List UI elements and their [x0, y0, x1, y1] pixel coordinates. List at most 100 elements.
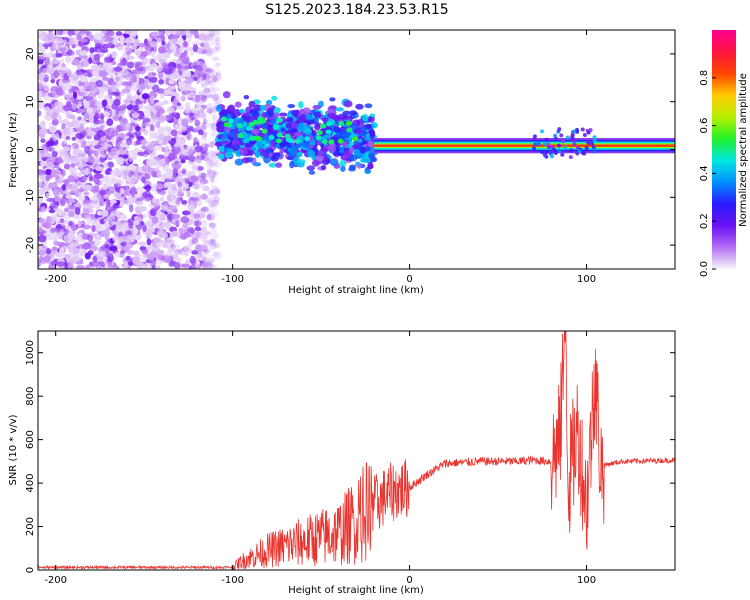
heatmap-cell — [180, 263, 190, 268]
heatmap-cell — [214, 161, 223, 168]
heatmap-cell — [112, 91, 121, 96]
heatmap-cell — [536, 141, 541, 146]
heatmap-cell — [210, 203, 218, 210]
heatmap-cell — [38, 59, 44, 65]
heatmap-cell — [114, 171, 124, 177]
heatmap-cell — [160, 204, 169, 212]
heatmap-cell — [203, 206, 210, 213]
heatmap-cell — [199, 194, 209, 199]
heatmap-cell — [586, 140, 591, 145]
y-tick-label: 10 — [25, 95, 36, 108]
heatmap-cell — [120, 142, 128, 148]
heatmap-cell — [209, 141, 215, 149]
heatmap-cell — [209, 237, 217, 244]
heatmap-cell — [142, 190, 152, 199]
heatmap-cell — [183, 107, 191, 114]
heatmap-cell — [577, 149, 582, 154]
heatmap-cell — [61, 169, 66, 177]
heatmap-cell — [272, 152, 281, 158]
heatmap-cell — [76, 33, 82, 41]
heatmap-cell — [163, 151, 170, 157]
heatmap-cell — [45, 52, 54, 58]
heatmap-cell — [85, 184, 92, 192]
heatmap-cell — [269, 119, 277, 124]
heatmap-cell — [210, 76, 218, 83]
heatmap-cell — [45, 215, 52, 224]
heatmap-cell — [106, 118, 114, 127]
heatmap-cell — [152, 236, 162, 244]
heatmap-cell — [329, 158, 339, 166]
heatmap-cell — [194, 226, 202, 232]
heatmap-cell — [41, 122, 46, 130]
heatmap-cell — [207, 153, 213, 161]
heatmap-cell — [99, 189, 107, 196]
heatmap-cell — [316, 130, 323, 136]
heatmap-cell — [364, 103, 373, 109]
heatmap-cell — [191, 237, 199, 245]
heatmap-cell — [141, 93, 150, 100]
heatmap-cell — [174, 123, 181, 129]
heatmap-cell — [54, 133, 60, 141]
heatmap-cell — [195, 231, 202, 237]
heatmap-cell — [560, 152, 565, 157]
heatmap-cell — [111, 220, 116, 226]
heatmap-cell — [255, 136, 262, 142]
heatmap-cell — [212, 250, 218, 258]
heatmap-cell — [206, 213, 212, 221]
heatmap-cell — [207, 107, 214, 114]
heatmap-cell — [132, 83, 139, 92]
heatmap-cell — [97, 42, 102, 49]
heatmap-cell — [63, 178, 69, 186]
heatmap-cell — [81, 140, 86, 146]
heatmap-cell — [93, 53, 101, 62]
snr-panel: -200 -100 0 100 0 200 400 600 800 1000 Height of… — [8, 330, 676, 596]
heatmap-cell — [209, 75, 214, 82]
heatmap-cell — [210, 30, 219, 33]
heatmap-cell — [210, 209, 219, 217]
heatmap-cell — [88, 115, 95, 124]
heatmap-cell — [207, 163, 214, 170]
heatmap-cell — [206, 169, 216, 178]
heatmap-cell — [96, 211, 103, 216]
heatmap-cell — [64, 164, 70, 170]
heatmap-cell — [208, 74, 216, 80]
heatmap-cell — [261, 128, 268, 134]
heatmap-cell — [220, 140, 230, 145]
heatmap-cell — [161, 51, 171, 60]
colorbar-tick-label: 0.6 — [699, 118, 710, 134]
heatmap-cell — [208, 154, 217, 160]
heatmap-cell — [124, 81, 133, 87]
heatmap-cell — [315, 155, 325, 162]
heatmap-cell — [206, 94, 214, 99]
heatmap-cell — [181, 210, 191, 216]
heatmap-cell — [206, 158, 213, 165]
heatmap-cell — [211, 242, 217, 250]
heatmap-cell — [148, 254, 155, 261]
heatmap-cell — [61, 123, 66, 130]
heatmap-cell — [48, 155, 56, 164]
heatmap-cell — [200, 80, 207, 88]
heatmap-cell — [69, 242, 78, 250]
heatmap-cell — [103, 218, 113, 223]
heatmap-cell — [166, 106, 175, 114]
heatmap-cell — [103, 79, 108, 86]
heatmap-cell — [105, 248, 110, 255]
heatmap-cell — [85, 31, 91, 36]
heatmap-cell — [572, 129, 577, 134]
heatmap-cell — [177, 67, 187, 72]
heatmap-cell — [102, 30, 108, 34]
heatmap-cell — [46, 66, 56, 75]
heatmap-cell — [204, 249, 210, 255]
heatmap-cell — [325, 129, 332, 135]
colorbar-tick-label: 0.2 — [699, 213, 710, 229]
heatmap-cell — [164, 145, 170, 153]
heatmap-cell — [60, 198, 66, 206]
heatmap-cell — [191, 41, 201, 46]
heatmap-cell — [53, 240, 60, 246]
heatmap-cell — [38, 110, 42, 117]
heatmap-cell — [171, 30, 177, 35]
y-tick-label: 1000 — [25, 340, 36, 365]
heatmap-cell — [38, 222, 43, 228]
heatmap-cell — [308, 170, 316, 175]
heatmap-cell — [180, 54, 190, 62]
